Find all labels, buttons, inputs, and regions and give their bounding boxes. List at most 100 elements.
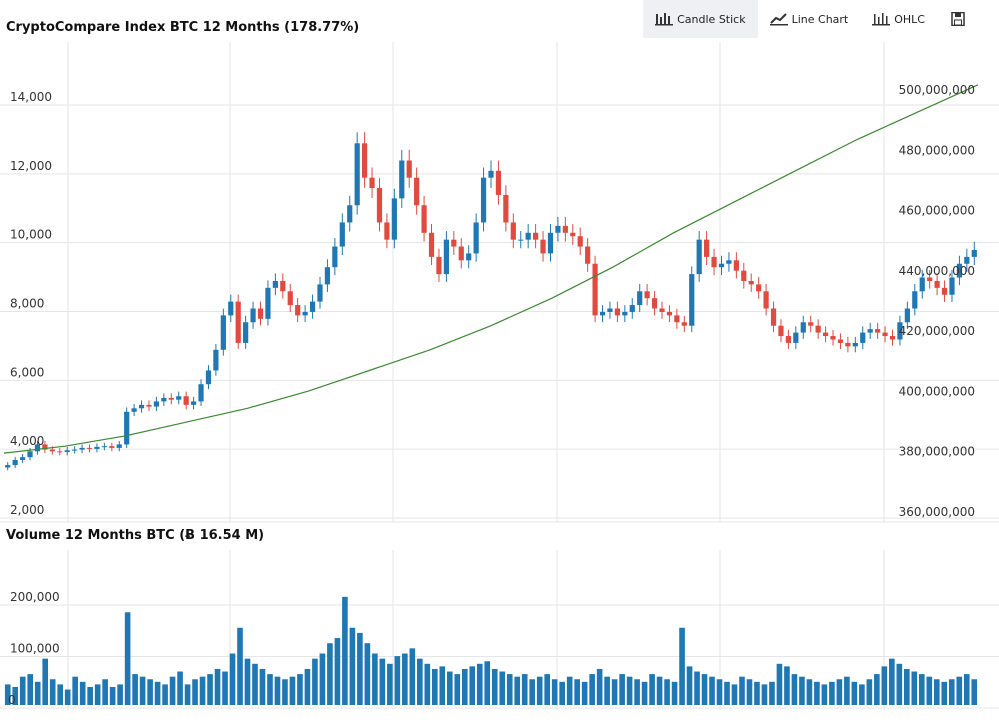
volume-bar <box>79 681 86 705</box>
volume-bar <box>709 676 715 705</box>
candle-body <box>124 411 130 445</box>
volume-bar <box>372 653 378 705</box>
volume-bar <box>431 668 438 705</box>
volume-bar <box>521 674 528 705</box>
candle-body <box>27 451 33 458</box>
volume-bar <box>327 643 333 705</box>
candle-body <box>585 246 591 264</box>
chart-toolbar: Candle Stick Line Chart OHLC <box>643 0 979 38</box>
candle-body <box>793 332 799 343</box>
volume-bar <box>739 676 745 705</box>
candle-body <box>250 308 256 323</box>
candle-body <box>443 239 449 275</box>
candle-body <box>622 311 628 316</box>
price-y2-tick-label: 440,000,000 <box>899 264 975 278</box>
volume-bar <box>544 674 551 705</box>
volume-bar <box>177 671 183 705</box>
candle-body <box>875 329 881 333</box>
candle-body <box>763 291 769 309</box>
volume-bar <box>814 681 820 705</box>
candle-body <box>57 451 63 453</box>
volume-bar <box>866 679 873 705</box>
volume-bar <box>634 679 640 705</box>
candle-body <box>800 322 806 333</box>
candle-body <box>176 396 182 400</box>
candle-body <box>213 349 219 371</box>
volume-bar <box>829 681 835 705</box>
candle-body <box>332 246 338 268</box>
candle-body <box>837 339 844 343</box>
volume-bar <box>27 674 34 705</box>
volume-bar <box>821 684 828 705</box>
candle-body <box>510 222 516 240</box>
ohlc-button[interactable]: OHLC <box>860 0 937 38</box>
volume-bars <box>4 596 978 705</box>
candle-body <box>287 291 293 306</box>
volume-bar <box>626 676 633 705</box>
price-y-tick-label: 4,000 <box>10 434 44 448</box>
candle-body <box>704 239 710 257</box>
price-y-tick-label: 10,000 <box>10 228 52 242</box>
volume-bar <box>417 658 423 705</box>
candle-body <box>718 263 725 268</box>
ohlc-label: OHLC <box>894 12 925 26</box>
volume-y-tick-label: 100,000 <box>10 642 60 656</box>
price-y2-tick-label: 480,000,000 <box>899 143 975 157</box>
line-chart-icon <box>769 13 788 26</box>
volume-bar <box>57 684 64 705</box>
volume-bar <box>94 684 101 705</box>
candle-body <box>956 263 963 278</box>
volume-bar <box>252 663 258 705</box>
volume-bar <box>364 643 371 705</box>
price-y2-tick-label: 500,000,000 <box>899 83 975 97</box>
candle-body <box>265 287 271 319</box>
price-y-tick-label: 14,000 <box>10 90 52 104</box>
candlestick-button[interactable]: Candle Stick <box>643 0 758 38</box>
volume-bar <box>117 684 123 705</box>
candle-body <box>830 336 836 340</box>
volume-bar <box>439 666 446 705</box>
candle-body <box>822 332 829 337</box>
line-chart-button[interactable]: Line Chart <box>758 0 861 38</box>
candle-body <box>770 308 777 326</box>
candle-body <box>272 280 278 288</box>
volume-chart: 0 100,000 200,000 <box>0 550 999 710</box>
candle-body <box>696 239 702 275</box>
candle-body <box>495 170 502 195</box>
candle-body <box>42 444 48 450</box>
candle-body <box>860 332 866 343</box>
candle-body <box>629 305 635 312</box>
candle-body <box>927 277 933 281</box>
save-button[interactable] <box>937 0 979 38</box>
candle-body <box>912 291 918 309</box>
volume-bar <box>933 679 940 705</box>
candle-body <box>941 287 948 295</box>
volume-bar <box>806 679 813 705</box>
price-candles <box>5 132 977 471</box>
volume-bar <box>581 681 588 705</box>
candle-body <box>138 404 145 409</box>
candle-body <box>756 284 762 292</box>
candle-body <box>726 260 732 264</box>
price-grid <box>0 42 999 523</box>
volume-bar <box>304 668 311 705</box>
volume-bar <box>559 681 565 705</box>
volume-bar <box>956 676 963 705</box>
candle-body <box>362 143 368 178</box>
volume-bar <box>874 674 880 705</box>
candle-body <box>555 225 561 233</box>
candle-body <box>741 270 747 281</box>
candle-body <box>815 325 821 333</box>
candle-body <box>109 446 115 448</box>
price-y2-tick-label: 420,000,000 <box>899 324 975 338</box>
candle-body <box>785 336 792 343</box>
volume-bar <box>357 632 363 705</box>
volume-bar <box>716 679 723 705</box>
volume-bar <box>154 681 161 705</box>
volume-bar <box>124 612 131 705</box>
candle-body <box>674 315 680 323</box>
candle-body <box>889 336 896 340</box>
volume-bar <box>49 679 56 705</box>
volume-bar <box>387 663 393 705</box>
volume-bar <box>948 679 955 705</box>
